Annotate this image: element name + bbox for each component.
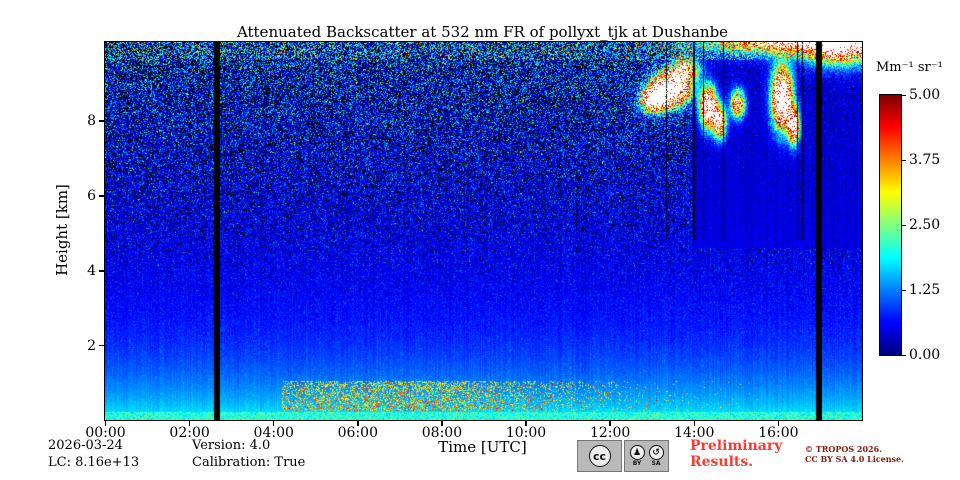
- x-tick-mark: [188, 420, 191, 426]
- plot-title: Attenuated Backscatter at 532 nm FR of p…: [236, 23, 729, 41]
- colorbar-frame: [879, 94, 902, 356]
- colorbar-tick-label: 1.25: [909, 282, 941, 299]
- date-label: 2026-03-24: [48, 438, 123, 453]
- colorbar-tick-mark: [901, 354, 906, 356]
- colorbar-tick-mark: [901, 289, 906, 291]
- copyright-line2: CC BY SA 4.0 License.: [805, 454, 904, 464]
- x-tick-mark: [272, 420, 275, 426]
- y-tick-label: 6: [87, 187, 96, 204]
- cc-by-person-icon: ♟: [629, 445, 645, 460]
- x-tick-label: 16:00: [758, 425, 799, 441]
- x-tick-mark: [104, 420, 107, 426]
- calibration-label: Calibration: True: [192, 455, 306, 470]
- y-tick-mark: [99, 270, 104, 272]
- cc-sa-arrow-icon: ↺: [648, 445, 664, 460]
- colorbar-tick-mark: [901, 159, 906, 161]
- colorbar-tick-label: 5.00: [909, 87, 941, 104]
- colorbar-units-label: Mm⁻¹ sr⁻¹: [876, 60, 943, 75]
- sa-icon-stack: ↺ SA: [648, 445, 664, 467]
- colorbar-tick-label: 0.00: [909, 347, 941, 364]
- cc-by-sa-box: ♟ BY ↺ SA: [624, 440, 669, 472]
- x-tick-label: 14:00: [674, 425, 715, 441]
- cc-logo-icon: cc: [588, 445, 611, 467]
- x-axis-label: Time [UTC]: [438, 438, 527, 456]
- x-tick-mark: [357, 420, 359, 426]
- cc-by-label: BY: [632, 460, 642, 467]
- x-tick-mark: [693, 420, 696, 426]
- x-tick-mark: [525, 420, 527, 426]
- preliminary-note: Preliminary Results.: [690, 438, 782, 470]
- preliminary-line2: Results.: [690, 454, 754, 470]
- x-tick-label: 02:00: [169, 425, 210, 441]
- preliminary-line1: Preliminary: [690, 438, 783, 454]
- lidar-constant-label: LC: 8.16e+13: [48, 455, 140, 470]
- colorbar-tick-label: 2.50: [909, 217, 941, 234]
- x-tick-label: 06:00: [337, 425, 378, 441]
- y-tick-mark: [99, 120, 104, 122]
- colorbar-tick-label: 3.75: [909, 152, 941, 169]
- colorbar-tick-mark: [901, 224, 906, 226]
- colorbar-gradient: [880, 95, 901, 355]
- copyright-note: © TROPOS 2026. CC BY SA 4.0 License.: [805, 444, 904, 464]
- backscatter-heatmap: [105, 42, 862, 420]
- y-tick-label: 2: [87, 337, 96, 354]
- y-tick-label: 4: [87, 262, 96, 279]
- plot-frame: [104, 41, 863, 421]
- x-tick-mark: [777, 420, 780, 426]
- y-tick-mark: [99, 344, 104, 347]
- cc-sa-label: SA: [651, 460, 661, 467]
- x-tick-label: 12:00: [589, 425, 631, 441]
- y-tick-label: 8: [87, 113, 96, 130]
- x-tick-label: 08:00: [421, 425, 463, 441]
- x-tick-mark: [441, 420, 443, 426]
- cc-logo-box: cc: [577, 440, 622, 472]
- colorbar-tick-mark: [901, 94, 906, 96]
- x-tick-label: 00:00: [85, 425, 126, 441]
- x-tick-label: 04:00: [253, 425, 294, 441]
- x-tick-label: 10:00: [505, 425, 547, 441]
- cc-license-badge: cc ♟ BY ↺ SA: [577, 440, 669, 472]
- x-tick-mark: [609, 420, 611, 426]
- copyright-line1: © TROPOS 2026.: [805, 444, 882, 454]
- y-tick-mark: [99, 195, 104, 197]
- version-label: Version: 4.0: [192, 438, 271, 453]
- by-icon-stack: ♟ BY: [629, 445, 645, 467]
